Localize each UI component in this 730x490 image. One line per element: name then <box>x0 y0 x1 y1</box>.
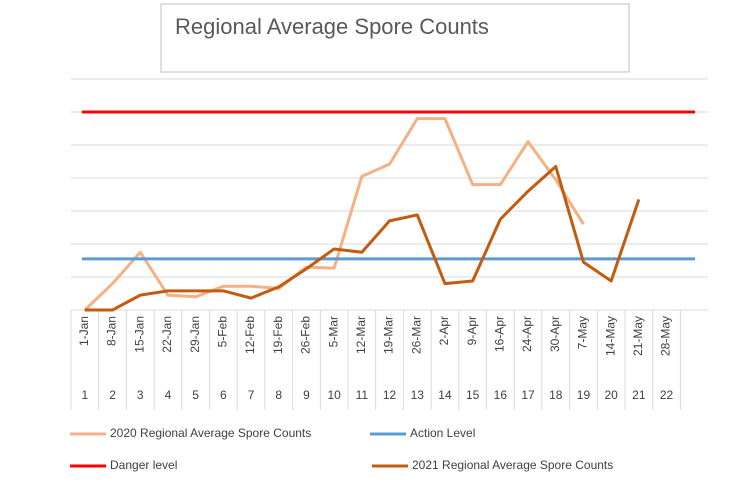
week-number: 17 <box>521 388 535 402</box>
x-tick-label: 28-May <box>659 316 673 356</box>
legend-label: Action Level <box>410 426 475 440</box>
x-tick-label: 9-Apr <box>465 316 479 345</box>
x-tick-label: 12-Mar <box>354 316 368 354</box>
x-tick-label: 19-Feb <box>271 316 285 354</box>
week-number: 6 <box>220 388 227 402</box>
x-tick-label: 12-Feb <box>243 316 257 354</box>
week-number: 8 <box>275 388 282 402</box>
legend-label: 2020 Regional Average Spore Counts <box>110 426 311 440</box>
x-tick-label: 15-Jan <box>132 316 146 353</box>
x-tick-label: 16-Apr <box>493 316 507 352</box>
x-tick-label: 14-May <box>603 316 617 356</box>
week-number: 15 <box>466 388 480 402</box>
x-tick-label: 24-Apr <box>520 316 534 352</box>
week-number: 2 <box>109 388 116 402</box>
x-tick-label: 1-Jan <box>77 316 91 346</box>
x-tick-label: 26-Feb <box>299 316 313 354</box>
x-tick-label: 21-May <box>631 316 645 356</box>
x-tick-label: 2-Apr <box>437 316 451 345</box>
x-tick-label: 29-Jan <box>188 316 202 353</box>
chart-title: Regional Average Spore Counts <box>175 14 489 39</box>
title-box <box>160 3 630 73</box>
week-number: 22 <box>660 388 674 402</box>
x-tick-label: 5-Mar <box>326 316 340 347</box>
series-line <box>84 164 641 312</box>
week-number: 19 <box>577 388 591 402</box>
week-number: 1 <box>82 388 89 402</box>
week-number: 13 <box>411 388 425 402</box>
week-number: 5 <box>192 388 199 402</box>
week-number: 14 <box>438 388 452 402</box>
week-number: 9 <box>303 388 310 402</box>
week-number: 4 <box>165 388 172 402</box>
x-tick-label: 19-Mar <box>382 316 396 354</box>
week-number: 10 <box>327 388 341 402</box>
x-tick-label: 8-Jan <box>105 316 119 346</box>
week-number: 20 <box>604 388 618 402</box>
week-number: 12 <box>383 388 397 402</box>
week-number: 7 <box>248 388 255 402</box>
legend-label: Danger level <box>110 458 177 472</box>
week-number: 3 <box>137 388 144 402</box>
week-number: 11 <box>356 388 369 402</box>
week-number: 16 <box>494 388 508 402</box>
x-tick-label: 22-Jan <box>160 316 174 353</box>
x-tick-label: 26-Mar <box>409 316 423 354</box>
week-number: 18 <box>549 388 563 402</box>
x-tick-label: 7-May <box>576 316 590 349</box>
x-tick-label: 30-Apr <box>548 316 562 352</box>
week-number: 21 <box>632 388 646 402</box>
x-tick-label: 5-Feb <box>216 316 230 348</box>
legend-label: 2021 Regional Average Spore Counts <box>412 458 613 472</box>
series-line <box>83 117 585 312</box>
